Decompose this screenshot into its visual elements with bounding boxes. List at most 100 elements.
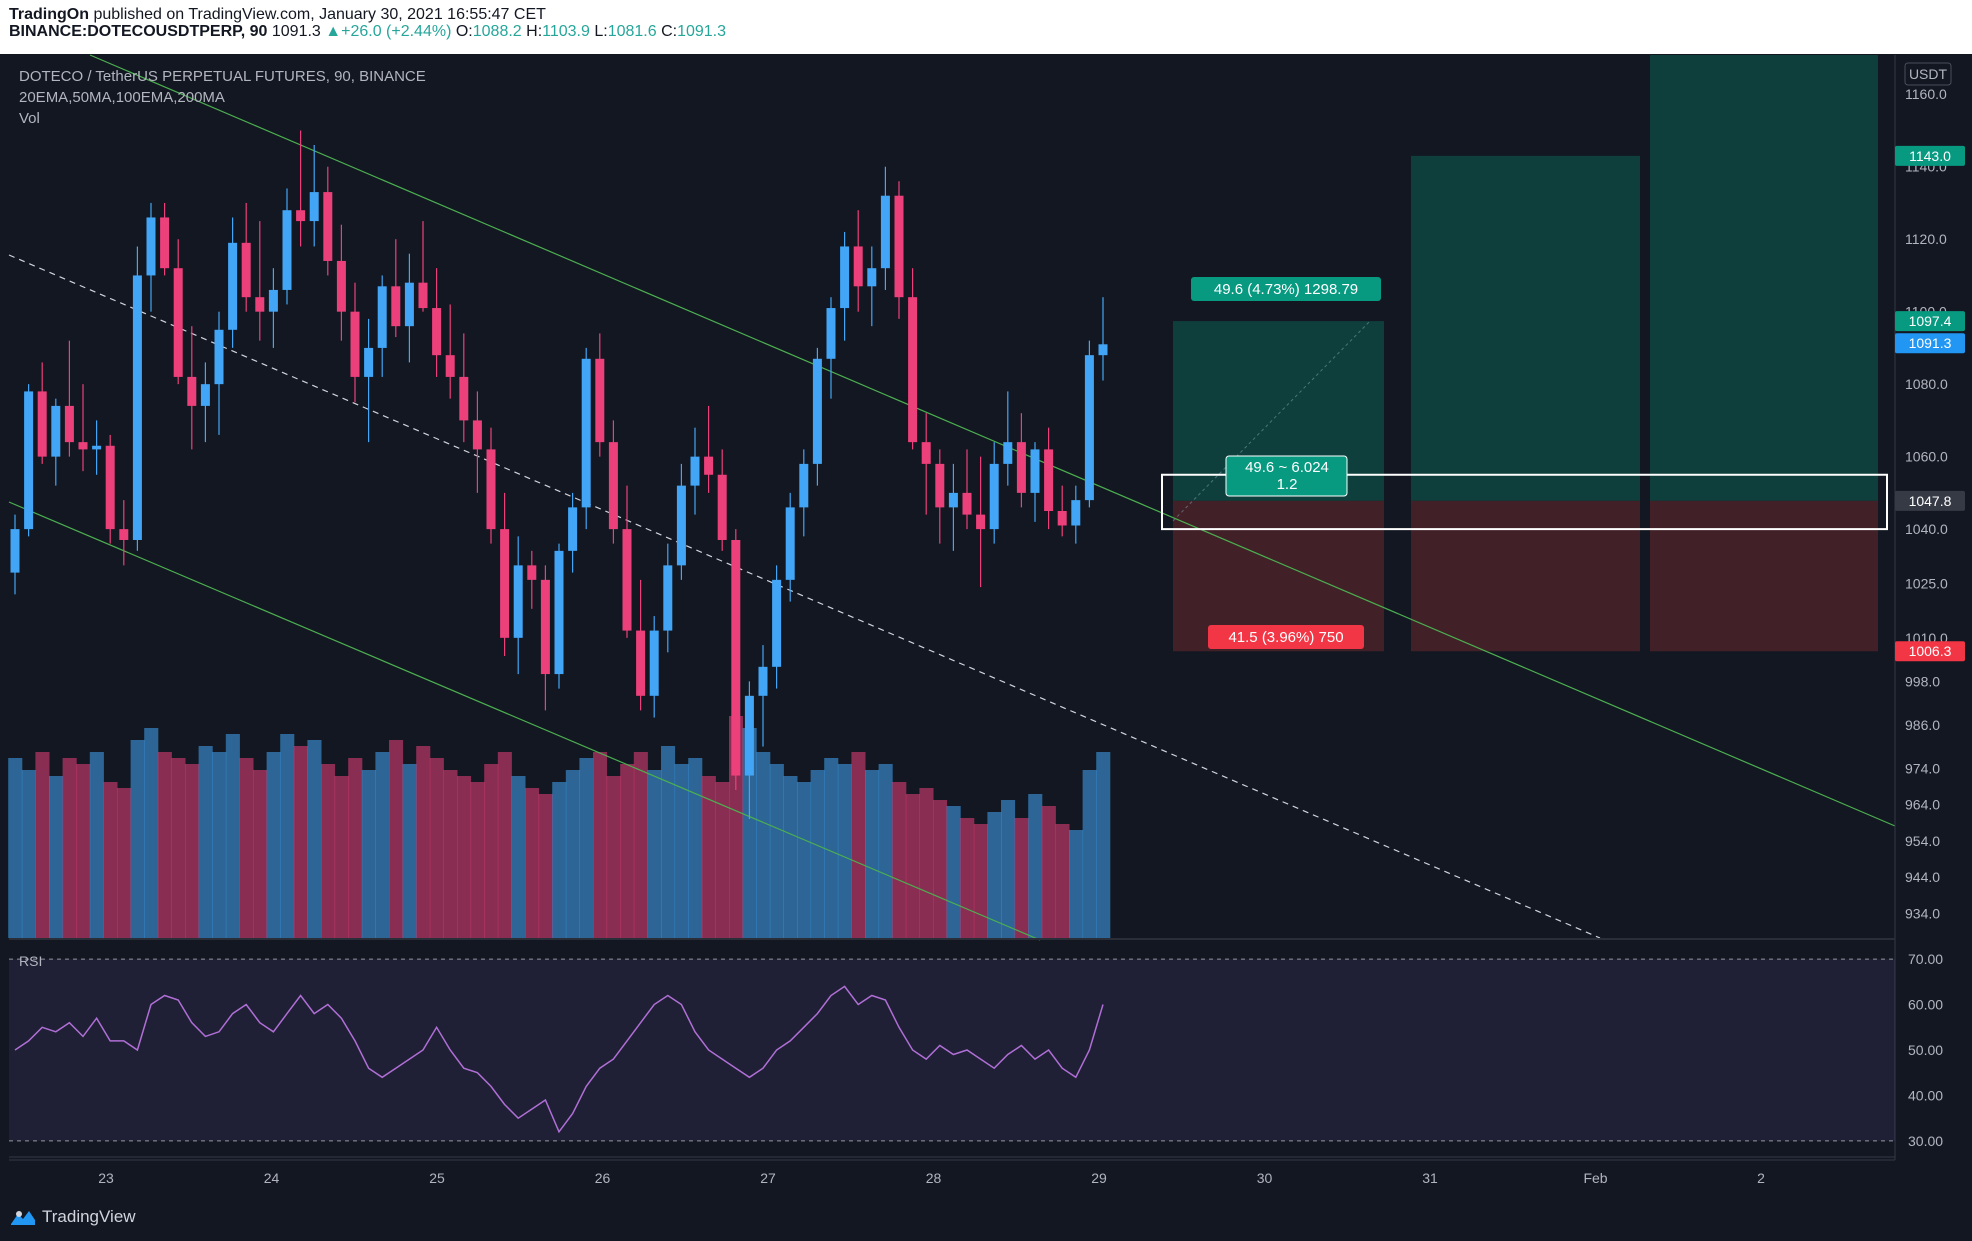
candle-body[interactable] (323, 192, 333, 261)
candle-body[interactable] (826, 308, 836, 359)
candle-body[interactable] (717, 474, 727, 540)
candle-body[interactable] (935, 463, 945, 508)
candle-body[interactable] (758, 666, 768, 696)
candle-body[interactable] (867, 268, 877, 287)
candle-body[interactable] (1071, 500, 1081, 526)
time-axis[interactable]: 23 24 25 26 27 28 29 30 31 Feb 2 (98, 1170, 1765, 1186)
candle-body[interactable] (649, 630, 659, 696)
channel-upper-trendline[interactable] (89, 54, 1896, 827)
candle-body[interactable] (568, 507, 578, 551)
candle-body[interactable] (296, 210, 306, 222)
candle-body[interactable] (119, 529, 129, 540)
candle-body[interactable] (500, 529, 510, 638)
currency-box[interactable] (1904, 62, 1952, 86)
candle-body[interactable] (78, 442, 88, 450)
candle-body[interactable] (268, 289, 278, 312)
candle-body[interactable] (37, 391, 47, 457)
chart-canvas[interactable]: 49.6 (4.73%) 1298.79 49.6 ~ 6.024 1.2 41… (0, 54, 1972, 1190)
candle-body[interactable] (445, 355, 455, 377)
candle-body[interactable] (690, 456, 700, 486)
candle-body[interactable] (1003, 442, 1013, 464)
candle-body[interactable] (894, 195, 904, 298)
candle-body[interactable] (105, 445, 115, 530)
candle-body[interactable] (404, 282, 414, 327)
candle-body[interactable] (214, 329, 224, 385)
candle-body[interactable] (554, 550, 564, 675)
candle-body[interactable] (64, 405, 74, 443)
stop-zone-second[interactable] (1411, 500, 1640, 652)
rsi-label[interactable]: RSI (19, 953, 42, 969)
channel-lower-trendline[interactable] (8, 501, 1041, 941)
candle-body[interactable] (391, 286, 401, 327)
candle-body[interactable] (704, 456, 714, 475)
candle-body[interactable] (676, 485, 686, 566)
candle-body[interactable] (1098, 344, 1108, 356)
candle-body[interactable] (853, 246, 863, 287)
candle-body[interactable] (200, 384, 210, 406)
candle-body[interactable] (241, 242, 251, 298)
legend-vol[interactable]: Vol (19, 110, 40, 127)
candle-body[interactable] (595, 358, 605, 443)
candle-body[interactable] (92, 445, 102, 450)
publisher-name[interactable]: TradingOn (9, 6, 89, 23)
stop-zone-third[interactable] (1650, 500, 1878, 652)
candle-body[interactable] (636, 630, 646, 696)
candle-body[interactable] (772, 579, 782, 667)
candle-body[interactable] (812, 358, 822, 464)
candle-body[interactable] (663, 565, 673, 631)
tradingview-brand[interactable]: TradingView (10, 1207, 136, 1227)
candle-body[interactable] (350, 311, 360, 377)
target-zone-third[interactable] (1650, 55, 1878, 501)
position-diagonal (1172, 320, 1371, 522)
candle-body[interactable] (51, 405, 61, 457)
legend-indicators[interactable]: 20EMA,50MA,100EMA,200MA (19, 89, 225, 106)
candle-body[interactable] (146, 217, 156, 276)
candle-body[interactable] (364, 347, 374, 377)
candle-body[interactable] (459, 376, 469, 421)
candle-body[interactable] (527, 565, 537, 580)
candle-body[interactable] (472, 420, 482, 450)
candle-body[interactable] (513, 565, 523, 638)
entry-box[interactable] (1161, 473, 1888, 531)
candle-body[interactable] (282, 210, 292, 290)
volume-bar (416, 746, 431, 938)
candle-body[interactable] (255, 297, 265, 312)
candle-body[interactable] (962, 492, 972, 515)
candle-body[interactable] (799, 463, 809, 508)
position-tool[interactable] (1172, 55, 1878, 652)
candle-body[interactable] (976, 514, 986, 530)
candle-body[interactable] (880, 195, 890, 269)
candle-body[interactable] (10, 529, 20, 573)
candle-body[interactable] (160, 217, 170, 269)
candle-body[interactable] (24, 391, 34, 530)
candle-body[interactable] (989, 463, 999, 530)
candle-body[interactable] (418, 282, 428, 309)
candle-body[interactable] (608, 442, 618, 530)
candle-body[interactable] (622, 529, 632, 631)
candle-body[interactable] (840, 246, 850, 309)
channel-midline[interactable] (8, 254, 1601, 939)
candle-body[interactable] (731, 539, 741, 776)
candle-body[interactable] (1030, 449, 1040, 493)
candle-body[interactable] (948, 492, 958, 508)
candle-body[interactable] (921, 442, 931, 464)
candle-body[interactable] (432, 308, 442, 356)
candle-body[interactable] (1084, 355, 1094, 501)
candle-body[interactable] (581, 358, 591, 508)
candle-body[interactable] (173, 268, 183, 377)
candle-body[interactable] (187, 376, 197, 406)
candle-body[interactable] (336, 260, 346, 312)
candle-body[interactable] (486, 449, 496, 530)
candle-body[interactable] (309, 192, 319, 222)
candle-body[interactable] (228, 242, 238, 330)
candle-body[interactable] (744, 695, 754, 776)
candle-body[interactable] (1044, 449, 1054, 511)
candle-body[interactable] (785, 507, 795, 580)
candle-body[interactable] (540, 579, 550, 675)
candle-body[interactable] (908, 297, 918, 443)
candle-body[interactable] (1016, 442, 1026, 493)
candle-body[interactable] (377, 286, 387, 348)
candle-body[interactable] (1057, 510, 1067, 526)
target-zone-second[interactable] (1411, 155, 1640, 501)
candle-body[interactable] (132, 275, 142, 540)
